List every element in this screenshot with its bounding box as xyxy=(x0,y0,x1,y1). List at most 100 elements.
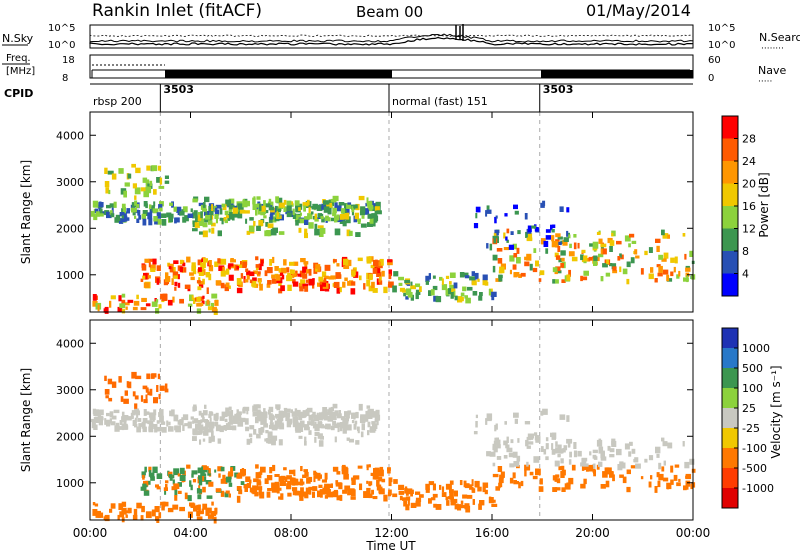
power-echo xyxy=(311,211,314,215)
velocity-echo xyxy=(263,408,266,414)
velocity-echo xyxy=(132,391,136,397)
power-echo xyxy=(340,208,345,214)
velocity-echo xyxy=(214,469,217,473)
velocity-echo xyxy=(376,486,380,491)
velocity-echo xyxy=(250,437,253,444)
velocity-echo xyxy=(215,488,221,493)
power-echo xyxy=(277,208,281,213)
velocity-echo xyxy=(673,474,678,481)
power-echo xyxy=(318,276,324,282)
velocity-echo xyxy=(557,444,562,451)
velocity-echo xyxy=(229,412,232,418)
power-echo xyxy=(317,282,321,287)
velocity-echo xyxy=(381,478,386,483)
power-echo xyxy=(125,306,128,310)
power-echo xyxy=(119,212,125,217)
velocity-echo xyxy=(527,441,534,445)
power-echo xyxy=(314,213,317,220)
velocity-echo xyxy=(276,418,283,424)
velocity-echo xyxy=(493,446,498,453)
power-echo xyxy=(678,270,681,277)
velocity-echo xyxy=(290,409,293,414)
nsearch-tick-bottom: 10^0 xyxy=(708,40,735,51)
velocity-echo xyxy=(366,405,371,409)
velocity-echo xyxy=(388,481,392,487)
velocity-echo xyxy=(592,449,598,454)
power-echo xyxy=(232,212,238,218)
power-echo xyxy=(148,218,151,224)
velocity-echo xyxy=(253,429,257,435)
velocity-echo xyxy=(359,419,366,424)
power-echo xyxy=(345,208,350,215)
power-echo xyxy=(228,274,234,281)
power-echo xyxy=(486,209,492,214)
velocity-echo xyxy=(494,437,498,441)
velocity-echo xyxy=(211,501,214,506)
power-echo xyxy=(92,301,98,307)
power-echo xyxy=(332,259,337,263)
velocity-echo xyxy=(531,433,534,439)
velocity-echo xyxy=(308,414,313,421)
velocity-echo xyxy=(323,414,328,421)
power-echo xyxy=(474,272,479,280)
velocity-echo xyxy=(363,416,369,422)
power-echo xyxy=(561,279,566,283)
power-echo xyxy=(372,268,378,274)
power-echo xyxy=(435,296,442,303)
velocity-echo xyxy=(290,478,293,483)
velocity-echo xyxy=(277,416,280,421)
power-echo xyxy=(191,265,196,272)
velocity-echo xyxy=(197,420,202,425)
velocity-echo xyxy=(292,416,299,423)
power-echo xyxy=(224,210,229,216)
power-echo xyxy=(583,270,589,276)
velocity-echo xyxy=(691,468,696,473)
velocity-echo xyxy=(131,415,134,419)
velocity-echo xyxy=(600,451,605,459)
power-echo xyxy=(387,284,392,288)
power-echo xyxy=(258,263,262,271)
power-echo xyxy=(223,217,227,222)
velocity-echo xyxy=(287,492,292,497)
power-echo xyxy=(256,271,261,275)
power-echo xyxy=(159,177,163,185)
velocity-echo xyxy=(202,503,208,510)
velocity-echo xyxy=(235,416,242,422)
power-echo xyxy=(320,216,324,220)
power-echo xyxy=(526,237,533,242)
power-echo xyxy=(160,213,167,218)
velocity-echo xyxy=(264,411,267,418)
power-echo xyxy=(378,278,381,283)
velocity-echo xyxy=(143,490,150,496)
velocity-echo xyxy=(200,419,203,424)
velocity-echo xyxy=(138,423,144,427)
velocity-echo xyxy=(343,473,349,480)
power-echo xyxy=(260,210,266,216)
power-echo xyxy=(179,259,184,264)
power-echo xyxy=(308,222,314,229)
power-echo xyxy=(287,272,293,277)
velocity-echo xyxy=(208,413,212,418)
velocity-echo xyxy=(686,483,689,490)
power-echo xyxy=(252,280,257,288)
velocity-echo xyxy=(114,425,120,432)
power-echo xyxy=(246,270,251,276)
colorbar-swatch xyxy=(722,273,738,297)
velocity-data xyxy=(90,320,696,524)
velocity-echo xyxy=(208,428,214,433)
velocity-echo xyxy=(323,408,326,413)
power-echo xyxy=(478,295,483,301)
velocity-echo xyxy=(568,477,574,485)
velocity-echo xyxy=(286,420,292,428)
velocity-echo xyxy=(346,437,350,441)
power-echo xyxy=(224,219,228,224)
velocity-echo xyxy=(265,430,269,434)
power-echo xyxy=(137,210,141,216)
power-echo xyxy=(514,210,519,215)
nave-line: ····· xyxy=(758,77,772,87)
velocity-echo xyxy=(258,428,261,433)
power-echo xyxy=(121,203,126,208)
velocity-echo xyxy=(230,467,233,472)
velocity-echo xyxy=(340,424,346,429)
velocity-echo xyxy=(432,493,438,498)
